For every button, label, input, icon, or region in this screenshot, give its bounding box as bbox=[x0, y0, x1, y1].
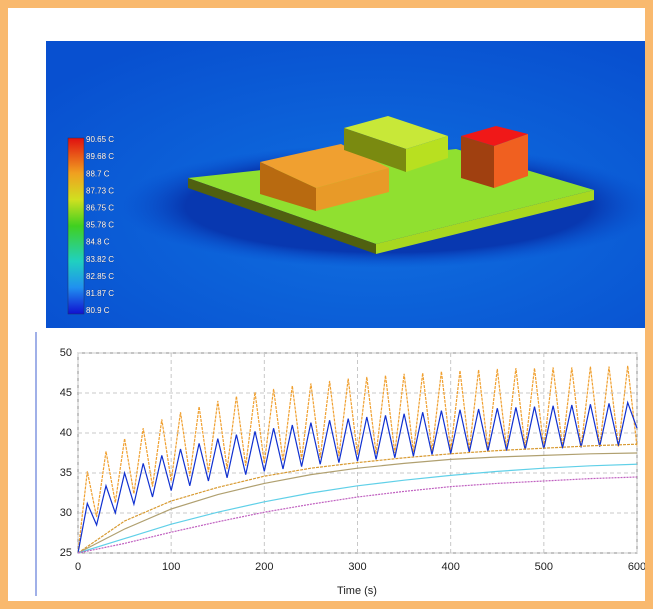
colorbar-label: 81.87 C bbox=[86, 289, 114, 298]
red-box-left bbox=[461, 136, 494, 188]
orange-box-front bbox=[316, 168, 389, 211]
thermal-view bbox=[46, 41, 645, 328]
colorbar-label: 89.68 C bbox=[86, 152, 114, 161]
x-axis-title: Time (s) bbox=[337, 585, 377, 597]
colorbar-label: 84.8 C bbox=[86, 238, 110, 247]
series-line bbox=[77, 365, 638, 554]
x-tick-label: 300 bbox=[348, 561, 366, 573]
figure: Time (s) 90.65 C 89.68 C 88.7 C 87.73 C 86.7… bbox=[35, 41, 646, 597]
y-tick-label: 40 bbox=[60, 427, 72, 439]
board-front-left bbox=[188, 178, 376, 254]
colorbar-label: 86.75 C bbox=[86, 204, 114, 213]
colorbar-label: 85.78 C bbox=[86, 221, 114, 230]
series-line bbox=[77, 400, 638, 554]
colorbar-label: 88.7 C bbox=[86, 169, 110, 178]
red-box-top bbox=[461, 126, 528, 146]
series-line bbox=[77, 443, 638, 554]
x-tick-label: 600 bbox=[628, 561, 646, 573]
x-tick-label: 0 bbox=[75, 561, 81, 573]
colorbar bbox=[67, 137, 85, 315]
y-tick-label: 25 bbox=[60, 547, 72, 559]
x-tick-label: 500 bbox=[535, 561, 553, 573]
colorbar-label: 87.73 C bbox=[86, 186, 114, 195]
series-line bbox=[77, 452, 638, 554]
y-tick-label: 35 bbox=[60, 467, 72, 479]
x-tick-label: 400 bbox=[441, 561, 459, 573]
colorbar-label: 83.82 C bbox=[86, 255, 114, 264]
colorbar-label: 82.85 C bbox=[86, 272, 114, 281]
y-tick-label: 45 bbox=[60, 387, 72, 399]
x-tick-label: 200 bbox=[255, 561, 273, 573]
red-box-front bbox=[494, 134, 528, 188]
green-box-front bbox=[406, 136, 448, 172]
y-tick-label: 30 bbox=[60, 507, 72, 519]
series-line bbox=[77, 476, 638, 554]
green-box-left bbox=[344, 128, 406, 172]
orange-box-top bbox=[260, 144, 389, 188]
series-line bbox=[77, 463, 638, 554]
y-tick-label: 50 bbox=[60, 347, 72, 359]
green-box-top bbox=[344, 116, 448, 149]
colorbar-label: 80.9 C bbox=[86, 306, 110, 315]
orange-box-left bbox=[260, 162, 316, 211]
colorbar-label: 90.65 C bbox=[86, 135, 114, 144]
board-front-right bbox=[376, 190, 594, 254]
x-tick-label: 100 bbox=[162, 561, 180, 573]
